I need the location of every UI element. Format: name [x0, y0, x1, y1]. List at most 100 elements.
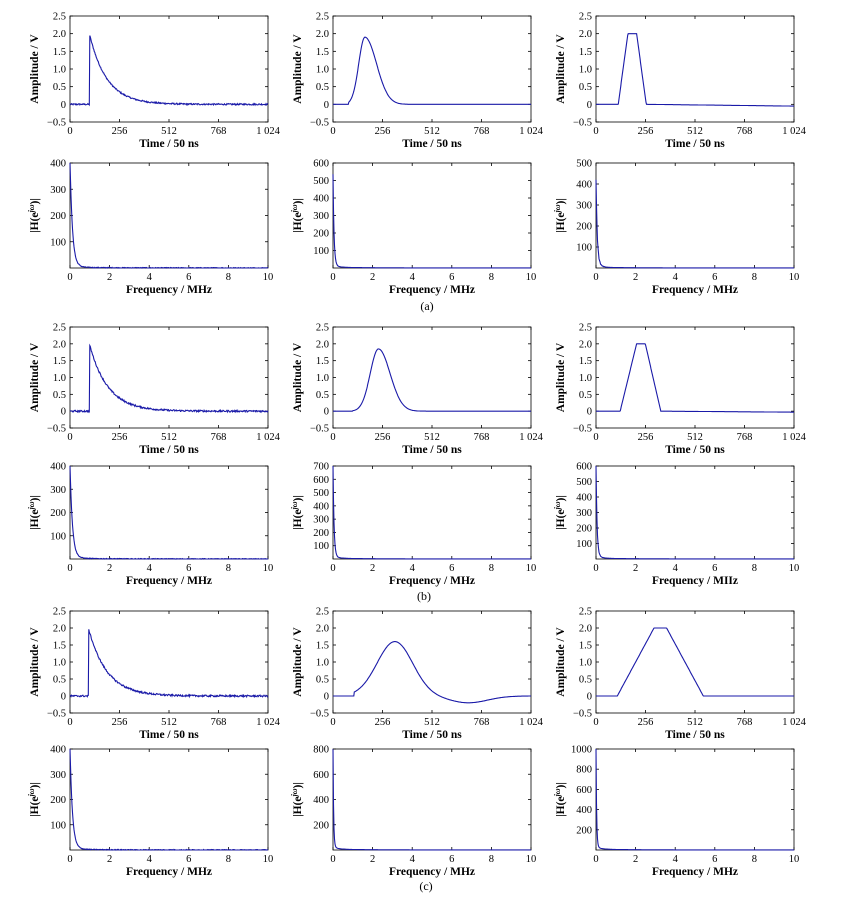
chart-c-time-exp: 0 256 512 768 1 024−0.500.51.01.52.02.5Time … [29, 607, 281, 742]
y-tick-label: 2.5 [316, 607, 329, 618]
x-tick-label: 768 [474, 432, 490, 443]
x-tick-label: 512 [161, 126, 177, 137]
y-tick-label: 2.5 [53, 607, 66, 618]
x-axis-label: Frequency / MHz [652, 866, 738, 878]
x-tick-label: 768 [211, 717, 227, 728]
x-tick-label: 4 [147, 854, 153, 865]
series-line [69, 629, 269, 699]
x-tick-label: 4 [410, 854, 416, 865]
chart-c-freq-exp: 0 2 4 6 8 10 100 200 300 400 Frequency / MHz |H(ejω… [27, 745, 273, 879]
y-tick-label: 1000 [571, 745, 592, 756]
y-tick-label: 0.5 [53, 390, 66, 401]
x-tick-label: 10 [526, 563, 537, 574]
y-tick-label: 600 [576, 462, 592, 473]
y-tick-label: 100 [313, 541, 329, 552]
y-tick-label: 400 [313, 194, 329, 205]
y-tick-label: 1.5 [53, 47, 66, 58]
y-tick-label: 1.0 [53, 65, 66, 76]
plot-frame [69, 15, 269, 123]
series-line [69, 162, 269, 269]
x-tick-label: 8 [226, 272, 231, 283]
x-tick-label: 10 [789, 563, 800, 574]
y-tick-label: 0.5 [316, 82, 329, 93]
x-tick-label: 512 [687, 717, 703, 728]
y-axis-label: Amplitude / V [292, 34, 304, 104]
y-axis-label: |H(ejω)| [290, 782, 304, 817]
chart-b-freq-gauss: 0 2 4 6 8 10 100 200 300 400 500 600 700 Frequency / … [290, 462, 536, 588]
y-tick-label: −0.5 [47, 424, 66, 435]
x-tick-label: 512 [424, 432, 440, 443]
y-tick-label: −0.5 [310, 118, 329, 129]
x-axis-label: Frequency / MHz [126, 575, 212, 587]
x-tick-label: 1 024 [782, 717, 806, 728]
x-tick-label: 6 [449, 854, 454, 865]
y-tick-label: 500 [576, 477, 592, 488]
y-tick-label: 1.5 [316, 356, 329, 367]
chart-c-time-trap: 0 256 512 768 1 024−0.500.51.01.52.02.5Time … [555, 607, 807, 742]
y-tick-label: 0 [587, 692, 592, 703]
x-tick-label: 6 [712, 272, 717, 283]
x-tick-label: 4 [147, 563, 153, 574]
y-tick-label: 0 [324, 100, 329, 111]
series-line [333, 641, 531, 704]
series-line [595, 748, 794, 851]
y-tick-label: 100 [50, 531, 66, 542]
series-line [332, 174, 531, 269]
y-tick-label: −0.5 [310, 709, 329, 720]
x-tick-label: 6 [449, 563, 454, 574]
x-tick-label: 0 [67, 854, 72, 865]
y-tick-label: 1.0 [316, 658, 329, 669]
y-tick-label: 100 [576, 539, 592, 550]
y-tick-label: 500 [313, 176, 329, 187]
series-line [595, 465, 794, 560]
y-axis-label: Amplitude / V [29, 342, 41, 412]
x-tick-label: 2 [633, 854, 638, 865]
x-axis-label: Time / 50 ns [139, 138, 199, 150]
x-tick-label: 2 [370, 854, 375, 865]
chart-c-freq-gauss: 0 2 4 6 8 10 200 400 600 800 Frequency / MHz |H(ejω… [290, 745, 536, 879]
y-tick-label: 1.0 [579, 658, 592, 669]
series-line [69, 35, 269, 107]
x-tick-label: 8 [752, 272, 757, 283]
x-tick-label: 512 [161, 432, 177, 443]
y-tick-label: 200 [313, 528, 329, 539]
x-tick-label: 1 024 [519, 717, 543, 728]
y-tick-label: 100 [576, 243, 592, 254]
x-axis-label: Time / 50 ns [665, 729, 725, 741]
series-line [69, 343, 269, 414]
x-tick-label: 0 [593, 432, 598, 443]
y-axis-label: Amplitude / V [555, 34, 567, 104]
y-axis-label: |H(ejω)| [290, 495, 304, 530]
x-axis-label: Time / 50 ns [402, 444, 462, 456]
x-tick-label: 8 [489, 272, 494, 283]
x-tick-label: 512 [687, 432, 703, 443]
y-tick-label: 1.5 [579, 356, 592, 367]
y-tick-label: 400 [576, 180, 592, 191]
plot-frame [595, 748, 795, 851]
x-axis-label: Time / 50 ns [139, 444, 199, 456]
x-tick-label: 0 [330, 717, 335, 728]
y-tick-label: 2.0 [53, 339, 66, 350]
x-tick-label: 8 [752, 563, 757, 574]
chart-b-time-trap: 0 256 512 768 1 024−0.500.51.01.52.02.5Time … [555, 323, 807, 457]
x-tick-label: 1 024 [256, 126, 280, 137]
x-axis-label: Time / 50 ns [665, 444, 725, 456]
y-tick-label: 200 [50, 795, 66, 806]
x-tick-label: 2 [107, 272, 112, 283]
x-tick-label: 256 [638, 717, 654, 728]
chart-a-freq-gauss: 0 2 4 6 8 10 100 200 300 400 500 600 Frequency / MHz… [290, 159, 536, 297]
y-tick-label: 800 [576, 765, 592, 776]
x-tick-label: 6 [186, 854, 191, 865]
y-tick-label: 0.5 [316, 675, 329, 686]
y-tick-label: 100 [50, 237, 66, 248]
x-tick-label: 768 [737, 126, 753, 137]
x-tick-label: 6 [186, 563, 191, 574]
x-tick-label: 0 [67, 432, 72, 443]
series-line [595, 179, 794, 269]
y-tick-label: 1.0 [53, 373, 66, 384]
series-line [69, 465, 269, 560]
x-axis-label: Frequency / MHz [389, 575, 475, 587]
plot-frame [69, 162, 269, 269]
